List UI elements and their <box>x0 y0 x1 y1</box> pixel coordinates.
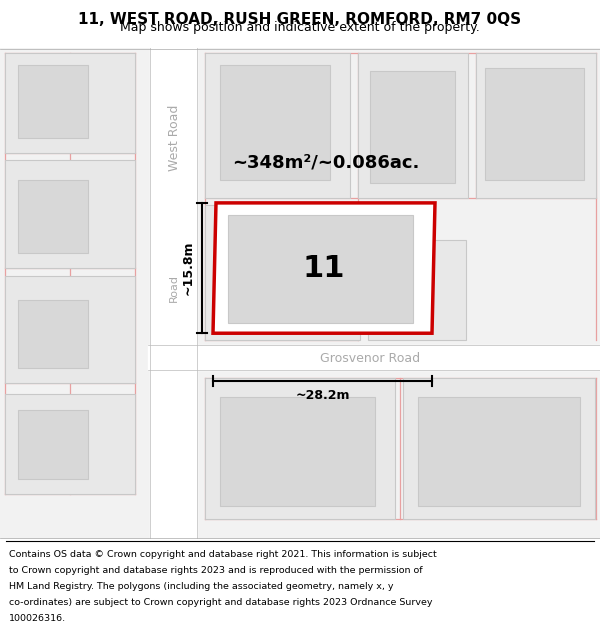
Text: ~348m²/~0.086ac.: ~348m²/~0.086ac. <box>232 154 419 172</box>
Bar <box>368 240 466 340</box>
Bar <box>18 64 88 138</box>
Bar <box>220 64 330 180</box>
Bar <box>370 71 455 183</box>
Bar <box>205 205 360 340</box>
Text: Grosvenor Road: Grosvenor Road <box>320 352 420 365</box>
Text: Road: Road <box>169 274 179 302</box>
Text: co-ordinates) are subject to Crown copyright and database rights 2023 Ordnance S: co-ordinates) are subject to Crown copyr… <box>9 598 433 607</box>
Bar <box>418 398 580 506</box>
Bar <box>18 300 88 368</box>
Text: 11, WEST ROAD, RUSH GREEN, ROMFORD, RM7 0QS: 11, WEST ROAD, RUSH GREEN, ROMFORD, RM7 … <box>79 12 521 27</box>
Bar <box>18 180 88 253</box>
Bar <box>485 68 584 180</box>
Bar <box>476 52 596 198</box>
Text: Contains OS data © Crown copyright and database right 2021. This information is : Contains OS data © Crown copyright and d… <box>9 550 437 559</box>
Text: 11: 11 <box>303 254 345 282</box>
Bar <box>403 378 595 519</box>
Text: ~15.8m: ~15.8m <box>182 241 195 295</box>
Text: Map shows position and indicative extent of the property.: Map shows position and indicative extent… <box>120 21 480 34</box>
Text: HM Land Registry. The polygons (including the associated geometry, namely x, y: HM Land Registry. The polygons (includin… <box>9 582 394 591</box>
Bar <box>5 160 135 268</box>
Text: West Road: West Road <box>167 104 181 171</box>
Bar <box>220 398 375 506</box>
Polygon shape <box>148 345 600 371</box>
Bar <box>5 52 135 152</box>
Text: to Crown copyright and database rights 2023 and is reproduced with the permissio: to Crown copyright and database rights 2… <box>9 566 422 575</box>
Bar <box>228 215 413 323</box>
Bar <box>358 52 468 198</box>
Bar <box>5 394 135 494</box>
Text: ~28.2m: ~28.2m <box>295 389 350 402</box>
Text: 100026316.: 100026316. <box>9 614 66 622</box>
Bar <box>5 276 135 383</box>
Bar <box>18 411 88 479</box>
Bar <box>205 52 350 198</box>
Polygon shape <box>150 48 197 539</box>
Bar <box>205 378 395 519</box>
Polygon shape <box>213 203 435 333</box>
